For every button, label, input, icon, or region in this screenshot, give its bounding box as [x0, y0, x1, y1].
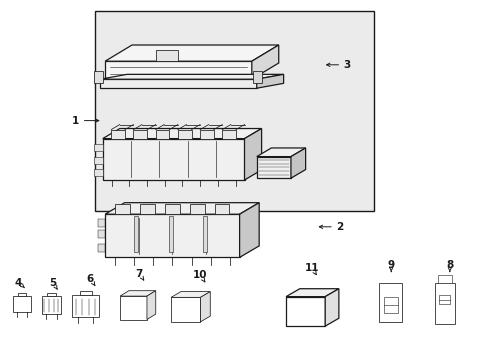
- Bar: [98, 244, 105, 252]
- Bar: [111, 130, 124, 139]
- Bar: [115, 204, 130, 214]
- Bar: [168, 216, 172, 252]
- Bar: [178, 130, 191, 139]
- Bar: [105, 214, 239, 257]
- Polygon shape: [147, 291, 155, 320]
- Bar: [140, 204, 155, 214]
- Bar: [94, 169, 102, 176]
- Polygon shape: [239, 203, 259, 257]
- Bar: [222, 130, 236, 139]
- Polygon shape: [290, 148, 305, 178]
- Bar: [105, 61, 251, 79]
- Bar: [200, 130, 213, 139]
- Bar: [156, 50, 178, 61]
- Polygon shape: [102, 129, 261, 139]
- Text: 4: 4: [15, 278, 22, 288]
- Bar: [80, 291, 91, 295]
- Bar: [13, 296, 30, 312]
- Text: 2: 2: [336, 222, 343, 232]
- Text: 8: 8: [446, 260, 452, 270]
- Bar: [18, 293, 26, 296]
- Bar: [253, 71, 262, 83]
- Polygon shape: [325, 289, 338, 326]
- Bar: [100, 79, 256, 88]
- Polygon shape: [105, 203, 259, 214]
- Bar: [155, 130, 169, 139]
- Polygon shape: [100, 75, 283, 79]
- Bar: [171, 297, 200, 322]
- Bar: [94, 144, 102, 151]
- Bar: [98, 230, 105, 238]
- Polygon shape: [244, 129, 261, 180]
- Bar: [102, 139, 244, 180]
- Bar: [165, 204, 180, 214]
- Bar: [203, 216, 206, 252]
- Bar: [189, 204, 204, 214]
- Bar: [383, 297, 397, 313]
- Bar: [434, 283, 454, 324]
- Bar: [94, 71, 103, 83]
- Text: 1: 1: [72, 116, 79, 126]
- Polygon shape: [256, 148, 305, 157]
- Polygon shape: [120, 291, 155, 296]
- Text: 5: 5: [49, 278, 56, 288]
- Bar: [72, 295, 99, 317]
- Polygon shape: [105, 45, 278, 61]
- Bar: [378, 283, 402, 322]
- Bar: [47, 293, 56, 296]
- Text: 9: 9: [387, 260, 394, 270]
- Bar: [214, 204, 229, 214]
- Bar: [133, 130, 147, 139]
- Polygon shape: [251, 45, 278, 79]
- Bar: [256, 157, 290, 178]
- Bar: [134, 216, 138, 252]
- Text: 3: 3: [343, 60, 350, 70]
- Polygon shape: [256, 75, 283, 88]
- Text: 10: 10: [193, 270, 207, 280]
- Bar: [41, 296, 61, 314]
- Polygon shape: [285, 289, 338, 297]
- Bar: [120, 296, 147, 320]
- Bar: [94, 157, 102, 164]
- Bar: [95, 11, 373, 211]
- Bar: [437, 275, 451, 283]
- Bar: [285, 297, 325, 326]
- Bar: [438, 295, 449, 304]
- Text: 7: 7: [135, 269, 143, 279]
- Bar: [98, 219, 105, 227]
- Polygon shape: [200, 292, 210, 322]
- Polygon shape: [171, 292, 210, 297]
- Text: 11: 11: [304, 263, 319, 273]
- Text: 6: 6: [87, 274, 94, 284]
